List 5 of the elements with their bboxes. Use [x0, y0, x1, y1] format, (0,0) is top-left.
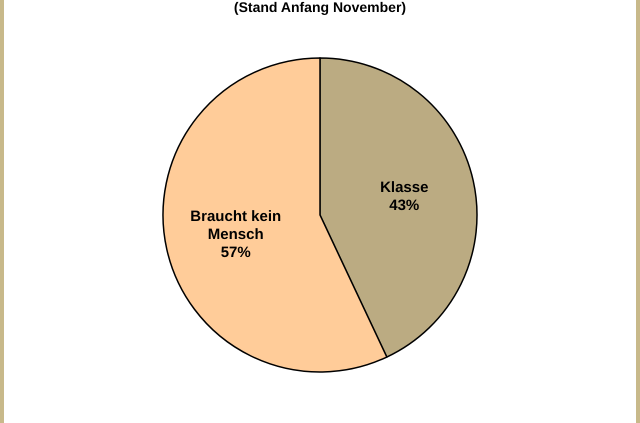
slice-label: Braucht kein Mensch	[190, 208, 282, 243]
chart-subtitle: (Stand Anfang November)	[234, 0, 406, 15]
slice-label: Klasse	[380, 179, 428, 196]
data-label: 43%	[389, 197, 420, 214]
data-label: 57%	[220, 244, 251, 261]
